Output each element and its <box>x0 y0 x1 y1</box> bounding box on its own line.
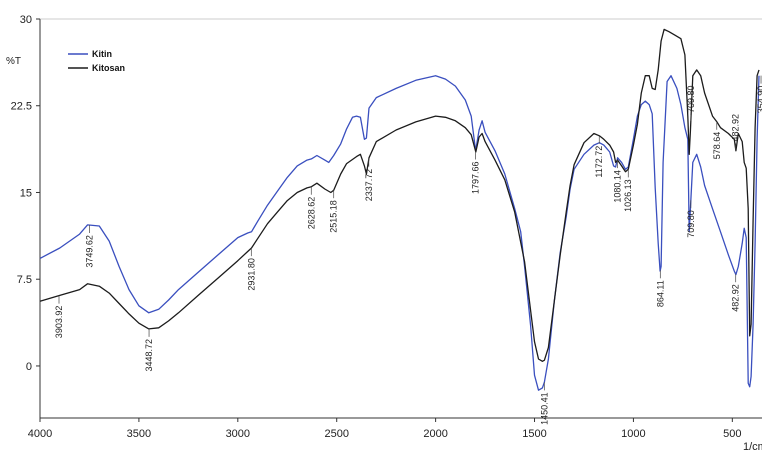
peak-label: 1450.41 <box>539 392 549 425</box>
peak-label: 354.90 <box>756 86 762 114</box>
peak-label: 2628.62 <box>306 197 316 230</box>
x-tick-label: 1000 <box>621 428 645 440</box>
x-tick-label: 3000 <box>226 428 250 440</box>
x-axis-unit-label: 1/cm <box>743 441 762 453</box>
x-tick-label: 2500 <box>324 428 348 440</box>
y-tick-label: 30 <box>20 14 32 26</box>
x-tick-label: 1500 <box>522 428 546 440</box>
y-axis-label: %T <box>6 56 21 67</box>
legend-label-kitin: Kitin <box>92 49 112 59</box>
peak-label: 482.92 <box>731 284 741 312</box>
peak-label: 2931.80 <box>246 258 256 291</box>
peak-label: 1026.13 <box>623 179 633 212</box>
peak-label: 578.64 <box>712 132 722 160</box>
axes-frame: 30 22.5 15 7.5 0 4000 3500 3000 2500 2000 1500 1000… <box>11 14 762 440</box>
peak-label: 1172.72 <box>594 146 604 178</box>
peak-label: 864.11 <box>655 280 665 307</box>
x-tick-label: 4000 <box>28 428 52 440</box>
series-line-kitosan <box>39 28 760 362</box>
x-tick-label: 500 <box>723 428 741 440</box>
peak-label: 3749.62 <box>85 235 95 268</box>
legend-label-kitosan: Kitosan <box>92 63 125 73</box>
y-tick-label: 15 <box>20 187 32 199</box>
x-tick-label: 2000 <box>423 428 447 440</box>
series-line-kitin <box>39 75 760 391</box>
peak-label: 1797.66 <box>471 161 481 194</box>
peak-labels: 3903.92 3749.62 3448.72 2931.80 2628.62 2515.… <box>54 75 762 425</box>
x-tick-label: 3500 <box>127 428 151 440</box>
peak-label: 709.80 <box>686 85 696 113</box>
peak-label: 1080.14 <box>613 170 623 203</box>
peak-label: 709.80 <box>686 210 696 238</box>
legend: Kitin Kitosan <box>68 49 125 73</box>
peak-label: 482.92 <box>731 114 741 142</box>
y-tick-label: 22.5 <box>11 101 32 113</box>
y-tick-label: 0 <box>26 361 32 373</box>
peak-label: 2515.18 <box>329 200 339 233</box>
series-group <box>39 28 760 391</box>
y-tick-label: 7.5 <box>17 274 32 286</box>
peak-label: 3448.72 <box>144 339 154 372</box>
peak-label: 2337.72 <box>364 169 374 202</box>
peak-label: 3903.92 <box>54 306 64 339</box>
